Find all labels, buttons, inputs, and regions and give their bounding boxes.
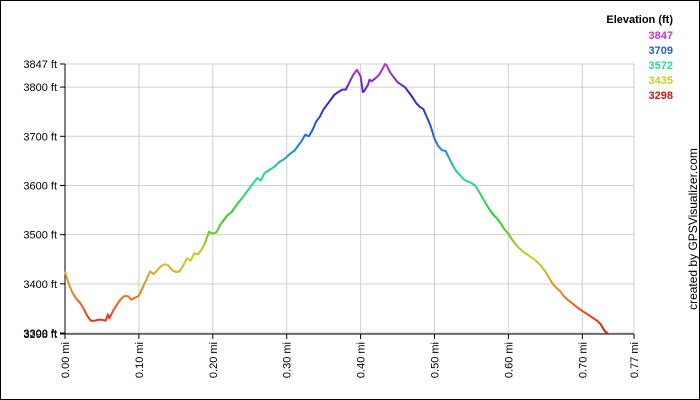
x-tick-label: 0.70 mi xyxy=(577,342,589,378)
y-tick-label: 3847 ft xyxy=(23,59,57,71)
legend-entry: 3435 xyxy=(649,75,673,87)
x-tick-label: 0.60 mi xyxy=(503,342,515,378)
y-tick-label: 3600 ft xyxy=(23,180,57,192)
x-tick-label: 0.00 mi xyxy=(60,342,72,378)
y-tick-label: 3500 ft xyxy=(23,230,57,242)
legend-entry: 3847 xyxy=(649,30,673,42)
legend-entry: 3709 xyxy=(649,45,673,57)
y-tick-label: 3298 ft xyxy=(23,329,57,341)
credit-text: created by GPSVisualizer.com xyxy=(686,148,700,310)
legend-entry: 3572 xyxy=(649,60,673,72)
x-tick-label: 0.30 mi xyxy=(282,342,294,378)
legend-title: Elevation (ft) xyxy=(606,14,673,26)
x-tick-label: 0.20 mi xyxy=(208,342,220,378)
y-tick-label: 3300 ft xyxy=(23,328,57,340)
x-tick-label: 0.77 mi xyxy=(629,342,641,378)
x-tick-label: 0.40 mi xyxy=(356,342,368,378)
y-tick-label: 3700 ft xyxy=(23,131,57,143)
elevation-line xyxy=(64,63,609,335)
x-tick-label: 0.10 mi xyxy=(134,342,146,378)
y-tick-label: 3400 ft xyxy=(23,279,57,291)
y-tick-label: 3800 ft xyxy=(23,82,57,94)
legend-entry: 3298 xyxy=(649,90,673,102)
x-tick-label: 0.50 mi xyxy=(429,342,441,378)
